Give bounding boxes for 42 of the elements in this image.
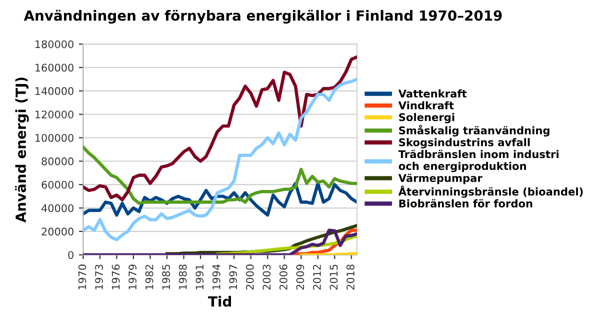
x-tick-label: 1997 — [229, 264, 238, 290]
line-series — [83, 78, 357, 242]
y-tick-label: 140000 — [36, 87, 74, 96]
x-tick-label: 1979 — [128, 264, 136, 290]
y-tick-label: 100000 — [36, 134, 74, 142]
x-tick-label: 2015 — [330, 264, 338, 290]
x-tick-label: 1991 — [196, 264, 204, 290]
legend-label: Återvinningsbränsle (bioandel) — [398, 186, 583, 198]
x-tick-label: 1994 — [212, 264, 220, 290]
chart-title: Användningen av förnybara energikällor i Finland 1970–2019 — [24, 10, 502, 24]
y-tick-label: 120000 — [36, 110, 74, 118]
x-tick-label: 1985 — [162, 264, 170, 290]
legend-label: Vindkraft — [398, 101, 454, 110]
legend-label: Biobränslen för fordon — [399, 199, 532, 208]
x-tick-label: 2012 — [313, 264, 321, 290]
y-tick-label: 160000 — [36, 64, 74, 72]
x-tick-label: 1982 — [145, 264, 154, 290]
x-axis-title: Tid — [208, 296, 231, 307]
legend-label: Småskalig träanvändning — [399, 124, 550, 137]
y-axis-title: Använd energi (TJ) — [15, 78, 29, 222]
legend-label: Skogsindustrins avfall — [399, 138, 530, 148]
x-tick-label: 1973 — [95, 264, 103, 290]
x-tick-label: 2018 — [346, 264, 354, 290]
x-tick-label: 2006 — [279, 264, 288, 290]
legend-label: Vattenkraft — [398, 89, 467, 98]
x-tick-label: 2003 — [262, 264, 271, 290]
y-tick-label: 0 — [68, 251, 74, 259]
line-series — [83, 146, 357, 205]
x-tick-label: 1970 — [78, 264, 86, 290]
x-tick-label: 2000 — [246, 264, 254, 290]
x-tick-label: 1988 — [178, 264, 187, 290]
y-tick-label: 60000 — [42, 180, 74, 189]
x-tick-label: 2009 — [296, 264, 304, 290]
legend-label: Trädbränslen inom industri och energiproduktion — [398, 150, 558, 172]
legend-label: Värmepumpar — [398, 174, 482, 184]
legend-label: Solenergi — [399, 113, 454, 124]
x-tick-label: 1976 — [112, 264, 120, 290]
line-series — [83, 55, 357, 202]
y-tick-label: 80000 — [42, 157, 74, 166]
y-tick-label: 40000 — [42, 204, 74, 212]
y-tick-label: 20000 — [42, 228, 74, 236]
y-tick-label: 180000 — [36, 40, 74, 48]
